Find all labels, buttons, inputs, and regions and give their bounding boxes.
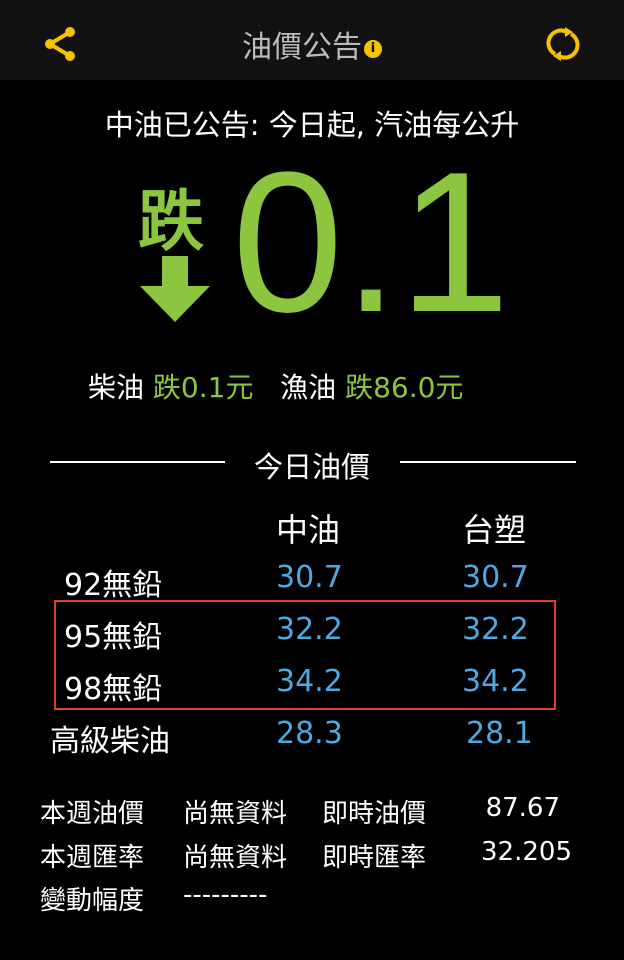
refresh-icon[interactable] [545, 26, 581, 62]
announcement-text: 中油已公告: 今日起, 汽油每公升 [104, 108, 520, 142]
divider [50, 461, 225, 463]
column-header-cpc: 中油 [276, 511, 341, 549]
other-changes: 柴油 跌0.1元 漁油 跌86.0元 [88, 371, 464, 404]
share-icon[interactable] [42, 26, 78, 62]
direction-label: 跌 [138, 183, 204, 260]
section-heading: 今日油價 [253, 450, 370, 484]
column-header-fpcc: 台塑 [462, 511, 527, 549]
top-bar: 油價公告 i [0, 0, 624, 80]
highlight-box [54, 600, 556, 710]
divider [400, 461, 576, 463]
change-amount: 0.1 [232, 131, 511, 354]
info-icon[interactable]: i [364, 39, 382, 58]
page-title: 油價公告 i [0, 22, 624, 66]
arrow-down-icon [140, 256, 210, 322]
